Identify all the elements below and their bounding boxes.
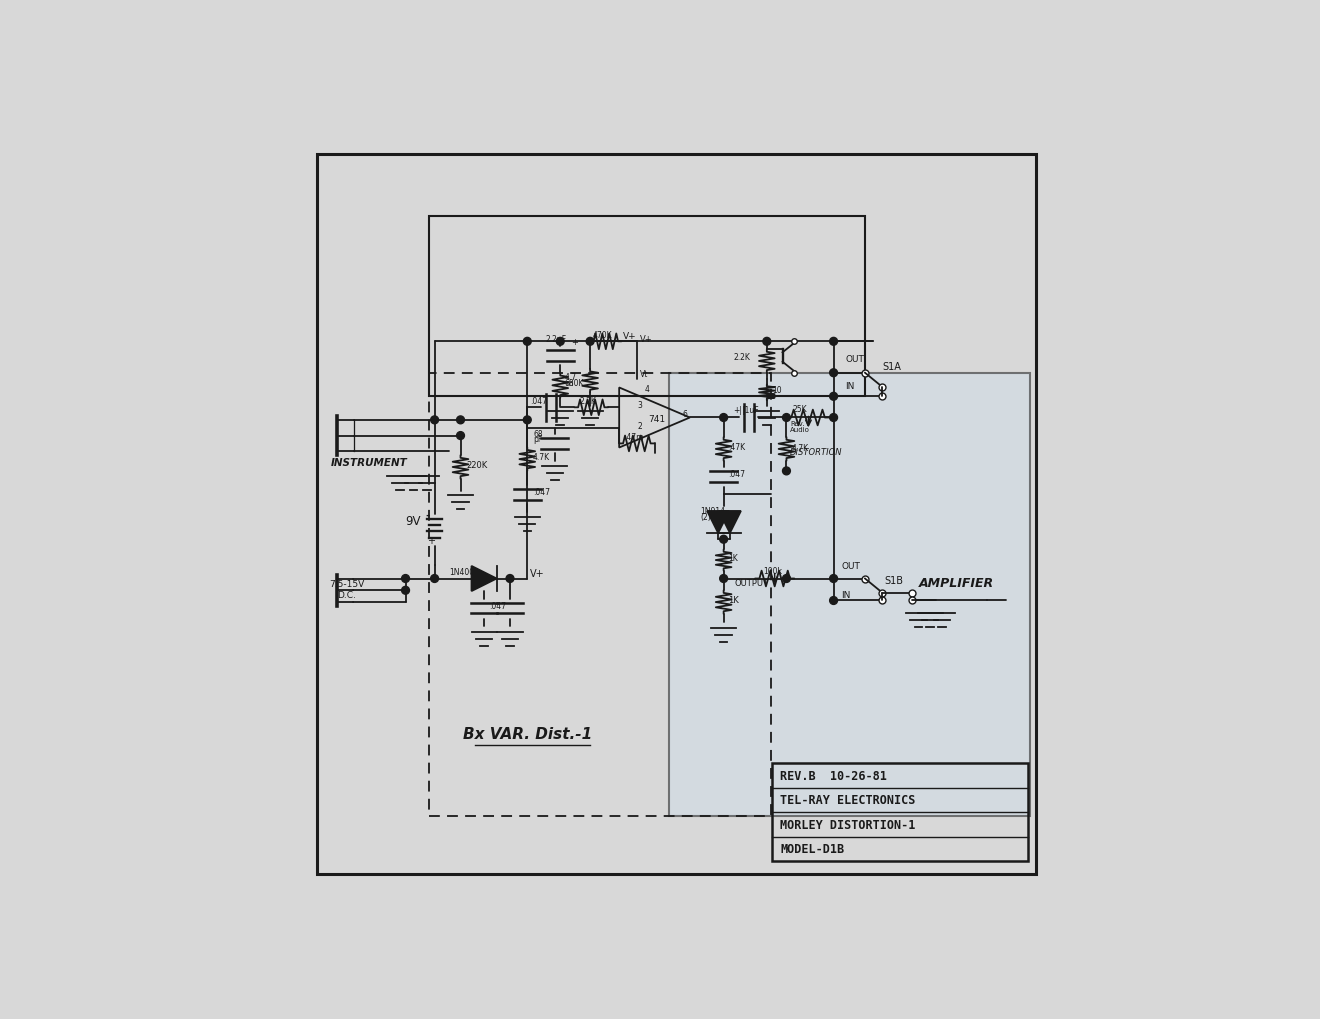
Polygon shape bbox=[708, 512, 729, 533]
Circle shape bbox=[586, 338, 594, 345]
Bar bbox=[429, 216, 865, 396]
Text: 1K: 1K bbox=[729, 553, 738, 562]
Circle shape bbox=[457, 432, 465, 440]
Circle shape bbox=[783, 575, 791, 583]
Text: OUT: OUT bbox=[845, 355, 865, 364]
Bar bbox=[429, 373, 771, 816]
Circle shape bbox=[457, 417, 465, 424]
Circle shape bbox=[523, 338, 531, 345]
Circle shape bbox=[830, 338, 837, 345]
Text: 2.2K: 2.2K bbox=[579, 396, 597, 406]
Circle shape bbox=[556, 338, 564, 345]
Polygon shape bbox=[719, 512, 741, 533]
Circle shape bbox=[783, 414, 791, 422]
Text: IN: IN bbox=[845, 382, 855, 391]
Circle shape bbox=[523, 417, 531, 424]
Text: V+: V+ bbox=[623, 332, 636, 340]
Circle shape bbox=[830, 597, 837, 605]
Text: .047: .047 bbox=[729, 470, 746, 479]
Circle shape bbox=[783, 468, 791, 475]
Text: 3: 3 bbox=[638, 400, 642, 410]
Text: pF: pF bbox=[533, 435, 543, 443]
Bar bbox=[669, 373, 1030, 816]
Text: .047: .047 bbox=[531, 396, 548, 406]
Circle shape bbox=[506, 575, 513, 583]
Text: 100k: 100k bbox=[763, 567, 781, 576]
Text: 2: 2 bbox=[638, 421, 642, 430]
Text: 25K: 25K bbox=[793, 405, 808, 414]
Circle shape bbox=[430, 417, 438, 424]
Text: V+: V+ bbox=[640, 335, 652, 344]
Text: DISTORTION: DISTORTION bbox=[789, 447, 842, 457]
Text: INSTRUMENT: INSTRUMENT bbox=[331, 458, 408, 468]
Text: V+: V+ bbox=[531, 569, 545, 579]
Text: OUT: OUT bbox=[841, 560, 861, 570]
Text: 4.7: 4.7 bbox=[565, 373, 577, 382]
Circle shape bbox=[763, 338, 771, 345]
Text: +||1uF: +||1uF bbox=[733, 406, 759, 415]
Text: .47K: .47K bbox=[729, 442, 746, 451]
Text: 2.2K: 2.2K bbox=[733, 353, 750, 362]
Text: TEL-RAY ELECTRONICS: TEL-RAY ELECTRONICS bbox=[780, 794, 916, 807]
Text: 680K: 680K bbox=[565, 379, 585, 388]
Text: Audio: Audio bbox=[791, 426, 810, 432]
Text: 220K: 220K bbox=[466, 461, 487, 470]
Text: MODEL-D1B: MODEL-D1B bbox=[780, 843, 845, 856]
Text: 6: 6 bbox=[682, 410, 688, 419]
Text: .047: .047 bbox=[533, 487, 549, 496]
Circle shape bbox=[719, 414, 727, 422]
Text: D.C.: D.C. bbox=[337, 591, 356, 600]
Text: 2.2uF: 2.2uF bbox=[545, 335, 566, 344]
Text: 1N4003: 1N4003 bbox=[449, 568, 479, 576]
Text: 10: 10 bbox=[772, 386, 781, 395]
Text: AMPLIFIER: AMPLIFIER bbox=[919, 577, 994, 590]
Text: 4.7K: 4.7K bbox=[533, 452, 550, 462]
Text: 7.5-15V: 7.5-15V bbox=[330, 580, 364, 589]
Text: +: + bbox=[572, 337, 578, 346]
Circle shape bbox=[830, 414, 837, 422]
Text: S1A: S1A bbox=[882, 362, 902, 372]
Polygon shape bbox=[471, 567, 496, 591]
Text: -: - bbox=[425, 511, 430, 521]
Text: 4: 4 bbox=[645, 384, 649, 393]
Text: Bx VAR. Dist.-1: Bx VAR. Dist.-1 bbox=[462, 727, 591, 741]
Circle shape bbox=[830, 393, 837, 400]
Text: OUTPUT: OUTPUT bbox=[735, 578, 768, 587]
Circle shape bbox=[830, 370, 837, 377]
Text: 741: 741 bbox=[648, 415, 665, 424]
Text: .47m: .47m bbox=[624, 432, 643, 441]
Circle shape bbox=[719, 575, 727, 583]
Circle shape bbox=[830, 575, 837, 583]
Text: 1N914: 1N914 bbox=[700, 506, 725, 515]
Text: .047: .047 bbox=[488, 602, 506, 610]
Circle shape bbox=[401, 575, 409, 583]
Text: MORLEY DISTORTION-1: MORLEY DISTORTION-1 bbox=[780, 818, 916, 832]
Circle shape bbox=[430, 575, 438, 583]
Text: 1K: 1K bbox=[729, 595, 739, 604]
Text: REV.B  10-26-81: REV.B 10-26-81 bbox=[780, 769, 887, 782]
Text: 470K: 470K bbox=[593, 330, 612, 339]
Text: (2): (2) bbox=[700, 513, 710, 522]
Text: 68: 68 bbox=[533, 429, 544, 438]
Text: Vt: Vt bbox=[640, 370, 648, 378]
Circle shape bbox=[719, 536, 727, 543]
Text: S1B: S1B bbox=[884, 576, 904, 586]
Text: 9V: 9V bbox=[405, 514, 421, 527]
Circle shape bbox=[401, 587, 409, 595]
Text: Rev.: Rev. bbox=[791, 420, 805, 426]
Text: +: + bbox=[426, 536, 434, 545]
Text: IN: IN bbox=[841, 590, 851, 599]
Text: m: m bbox=[565, 379, 573, 388]
Bar bbox=[772, 763, 1027, 861]
Text: 4.7K: 4.7K bbox=[792, 443, 809, 452]
